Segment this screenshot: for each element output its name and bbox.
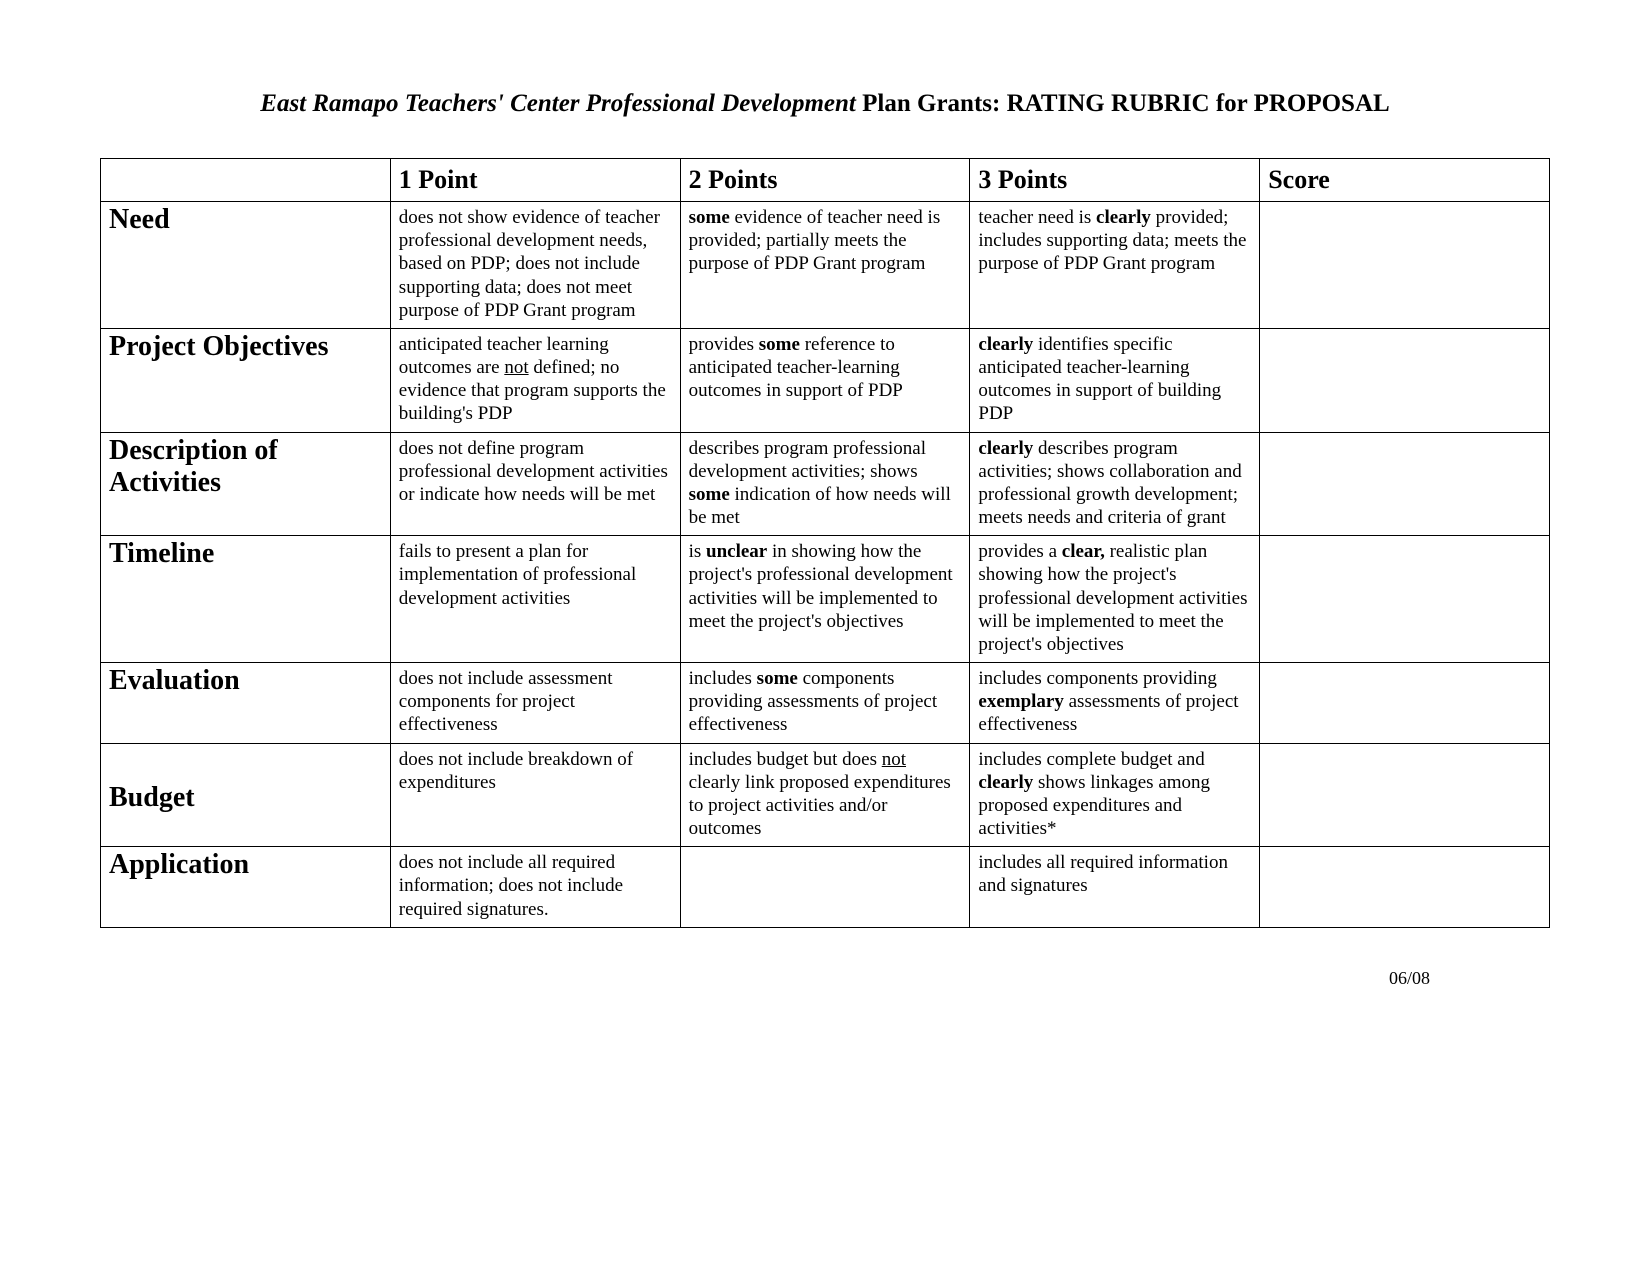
criteria-cell: Need xyxy=(101,202,391,329)
rubric-cell: does not include assessment components f… xyxy=(390,663,680,744)
criteria-cell: Evaluation xyxy=(101,663,391,744)
rubric-cell: does not define program professional dev… xyxy=(390,432,680,536)
rubric-cell: teacher need is clearly provided; includ… xyxy=(970,202,1260,329)
score-cell xyxy=(1260,432,1550,536)
page-title: East Ramapo Teachers' Center Professiona… xyxy=(100,90,1550,118)
table-row: Evaluationdoes not include assessment co… xyxy=(101,663,1550,744)
table-row: Timelinefails to present a plan for impl… xyxy=(101,536,1550,663)
table-row: Project Objectivesanticipated teacher le… xyxy=(101,328,1550,432)
table-row: Budgetdoes not include breakdown of expe… xyxy=(101,743,1550,847)
rubric-cell: is unclear in showing how the project's … xyxy=(680,536,970,663)
rubric-cell: includes budget but does not clearly lin… xyxy=(680,743,970,847)
table-row: Description of Activitiesdoes not define… xyxy=(101,432,1550,536)
rubric-cell: clearly describes program activities; sh… xyxy=(970,432,1260,536)
rubric-cell: includes complete budget and clearly sho… xyxy=(970,743,1260,847)
rubric-cell: clearly identifies specific anticipated … xyxy=(970,328,1260,432)
col-header-3points: 3 Points xyxy=(970,159,1260,202)
rubric-cell: does not show evidence of teacher profes… xyxy=(390,202,680,329)
table-body: Needdoes not show evidence of teacher pr… xyxy=(101,202,1550,928)
criteria-cell: Description of Activities xyxy=(101,432,391,536)
col-header-score: Score xyxy=(1260,159,1550,202)
title-bold: Plan Grants: RATING RUBRIC for PROPOSAL xyxy=(856,90,1390,117)
score-cell xyxy=(1260,743,1550,847)
score-cell xyxy=(1260,847,1550,928)
rubric-cell: does not include all required informatio… xyxy=(390,847,680,928)
rubric-cell: fails to present a plan for implementati… xyxy=(390,536,680,663)
table-row: Applicationdoes not include all required… xyxy=(101,847,1550,928)
rubric-cell xyxy=(680,847,970,928)
col-header-criteria xyxy=(101,159,391,202)
score-cell xyxy=(1260,328,1550,432)
rubric-cell: includes components providing exemplary … xyxy=(970,663,1260,744)
score-cell xyxy=(1260,536,1550,663)
rubric-cell: provides a clear, realistic plan showing… xyxy=(970,536,1260,663)
rubric-cell: does not include breakdown of expenditur… xyxy=(390,743,680,847)
document-page: East Ramapo Teachers' Center Professiona… xyxy=(0,0,1650,1029)
rubric-cell: includes all required information and si… xyxy=(970,847,1260,928)
col-header-1point: 1 Point xyxy=(390,159,680,202)
score-cell xyxy=(1260,663,1550,744)
rubric-cell: describes program professional developme… xyxy=(680,432,970,536)
criteria-cell: Budget xyxy=(101,743,391,847)
table-header-row: 1 Point 2 Points 3 Points Score xyxy=(101,159,1550,202)
criteria-cell: Project Objectives xyxy=(101,328,391,432)
rubric-table: 1 Point 2 Points 3 Points Score Needdoes… xyxy=(100,158,1550,928)
rubric-cell: some evidence of teacher need is provide… xyxy=(680,202,970,329)
rubric-cell: includes some components providing asses… xyxy=(680,663,970,744)
criteria-cell: Application xyxy=(101,847,391,928)
rubric-cell: provides some reference to anticipated t… xyxy=(680,328,970,432)
page-footer: 06/08 xyxy=(100,928,1550,989)
score-cell xyxy=(1260,202,1550,329)
table-row: Needdoes not show evidence of teacher pr… xyxy=(101,202,1550,329)
criteria-cell: Timeline xyxy=(101,536,391,663)
col-header-2points: 2 Points xyxy=(680,159,970,202)
rubric-cell: anticipated teacher learning outcomes ar… xyxy=(390,328,680,432)
title-italic: East Ramapo Teachers' Center Professiona… xyxy=(260,90,856,117)
